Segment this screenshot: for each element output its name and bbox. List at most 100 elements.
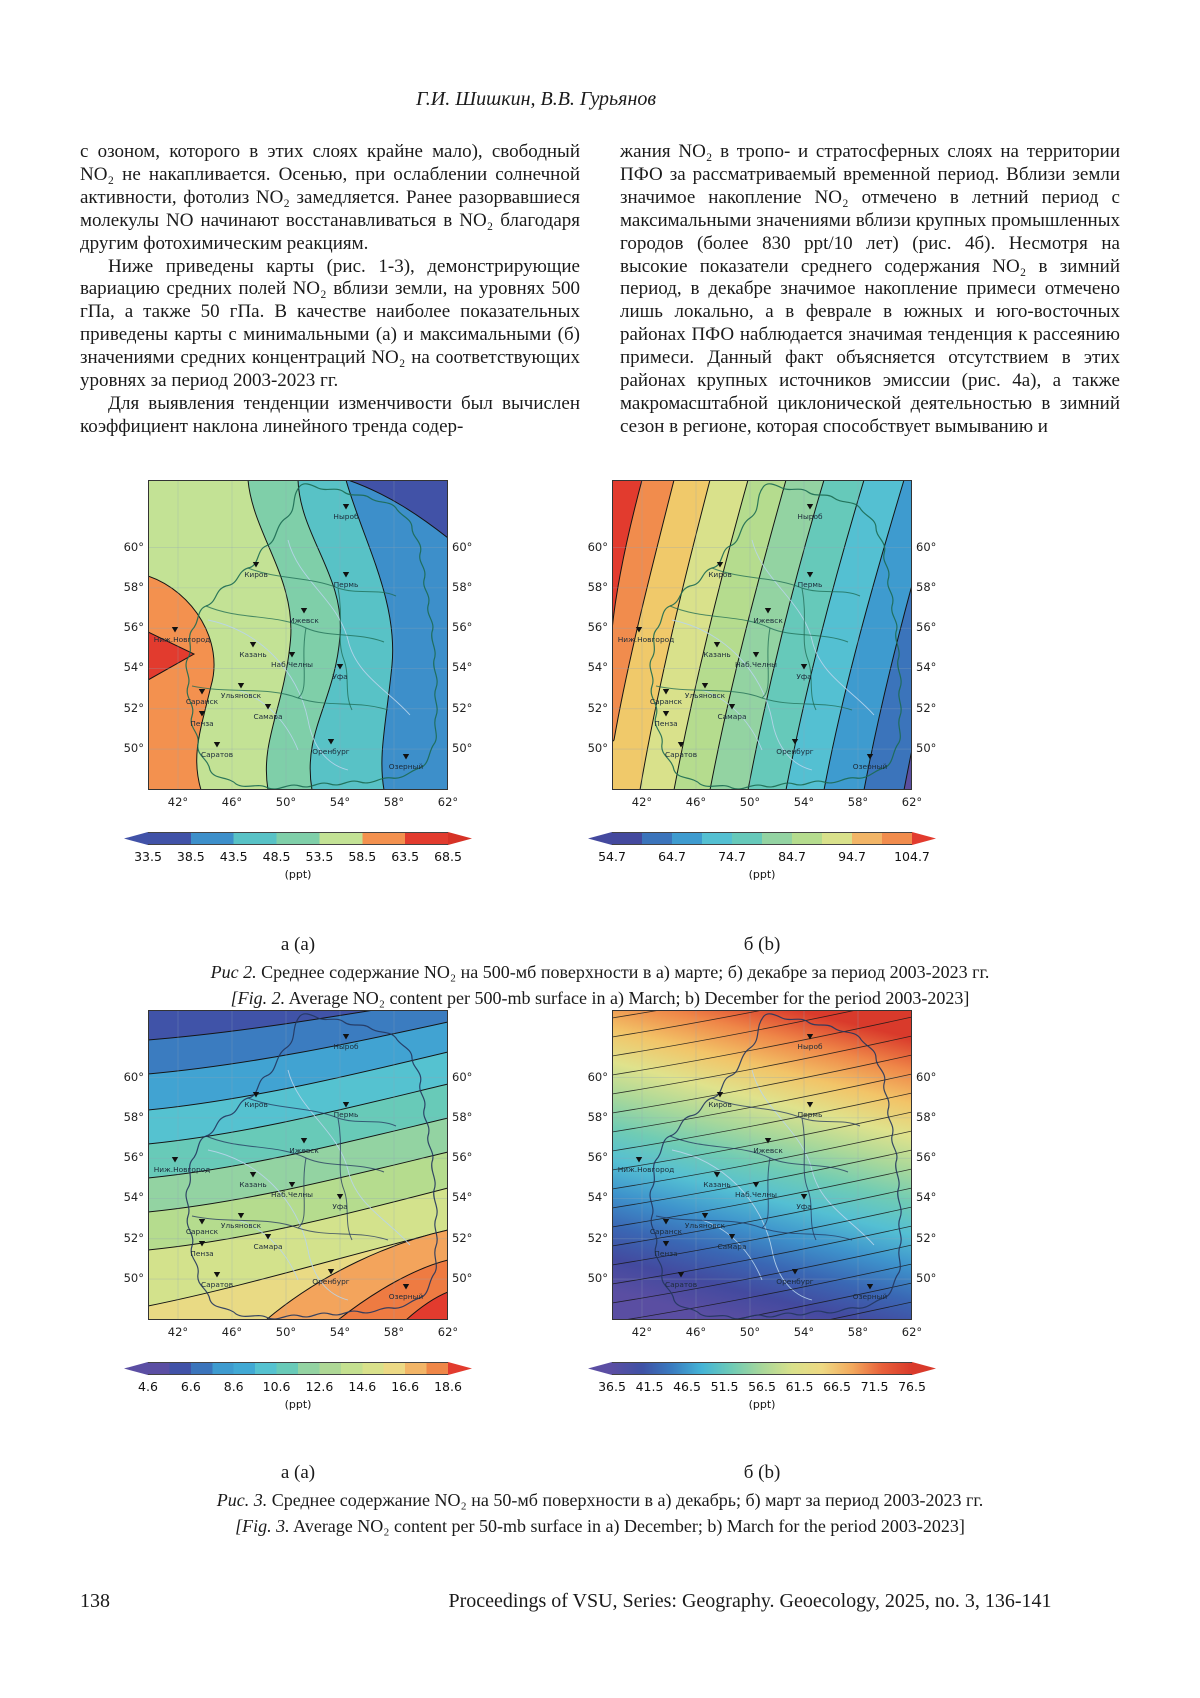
city-label: Казань	[703, 650, 730, 659]
lon-tick: 54°	[329, 795, 351, 809]
colorbar-tick: 43.5	[219, 849, 248, 864]
city-marker-icon	[198, 689, 206, 695]
city-marker-icon	[800, 1194, 808, 1200]
colorbar-right-arrow-icon	[912, 832, 936, 845]
colorbar-tick: 41.5	[635, 1379, 664, 1394]
fig3-caption-en-label: [Fig. 3.	[235, 1516, 290, 1536]
city-marker-icon	[252, 562, 260, 568]
city-marker-icon	[171, 1157, 179, 1163]
city-marker-icon	[198, 1241, 206, 1247]
lon-tick: 42°	[167, 1325, 189, 1339]
city-marker-icon	[728, 1234, 736, 1240]
city-marker-icon	[402, 1284, 410, 1290]
colorbar-bar	[612, 1362, 912, 1375]
city-marker-icon	[791, 1269, 799, 1275]
colorbar-tick: 58.5	[348, 849, 377, 864]
lon-tick: 54°	[793, 1325, 815, 1339]
colorbar-tick: 63.5	[391, 849, 420, 864]
city-marker-icon	[635, 627, 643, 633]
lat-tick-left: 52°	[123, 1230, 144, 1245]
lon-tick: 50°	[739, 795, 761, 809]
colorbar-bar	[148, 1362, 448, 1375]
city-label: Казань	[239, 650, 266, 659]
colorbar-tick: 66.5	[823, 1379, 851, 1394]
lon-tick: 62°	[901, 1325, 923, 1339]
city-label: Саранск	[186, 1227, 219, 1236]
lat-tick-left: 58°	[123, 579, 144, 594]
colorbar-unit: (ppt)	[748, 1398, 776, 1411]
city-label: Уфа	[796, 1202, 811, 1211]
lat-tick-left: 52°	[587, 1230, 608, 1245]
colorbar-tick: 76.5	[898, 1379, 926, 1394]
city-label: Ульяновск	[685, 1221, 726, 1230]
lat-tick-left: 56°	[123, 1150, 144, 1165]
city-label: Саранск	[186, 697, 219, 706]
city-label: Ныроб	[797, 1042, 823, 1051]
colorbar-tick: 84.7	[778, 849, 806, 864]
city-label: Ижевск	[753, 616, 783, 625]
lat-tick-right: 56°	[452, 1150, 473, 1165]
lat-tick-right: 60°	[452, 539, 473, 554]
lat-tick-right: 54°	[916, 1190, 937, 1205]
city-marker-icon	[806, 572, 814, 578]
lat-tick-left: 50°	[587, 1271, 608, 1286]
city-label: Самара	[253, 712, 282, 721]
colorbar-tick: 68.5	[434, 849, 462, 864]
colorbar-tick: 64.7	[658, 849, 686, 864]
colorbar-left-arrow-icon	[124, 1362, 148, 1375]
colorbar-tick: 53.5	[305, 849, 334, 864]
city-marker-icon	[662, 711, 670, 717]
lat-tick-left: 52°	[123, 700, 144, 715]
colorbar-tick: 61.5	[785, 1379, 814, 1394]
city-label: Саратов	[201, 750, 233, 759]
lat-tick-right: 54°	[452, 1190, 473, 1205]
lat-tick-right: 52°	[452, 700, 473, 715]
city-marker-icon	[716, 1092, 724, 1098]
lat-tick-right: 52°	[916, 700, 937, 715]
lon-tick: 42°	[631, 1325, 653, 1339]
city-label: Ниж.Новгород	[154, 635, 211, 644]
city-marker-icon	[677, 1272, 685, 1278]
city-marker-icon	[764, 608, 772, 614]
map-fig2b: 60° 60° 58° 58° 56° 56° 54° 54° 52° 52° 50° 50° 42° 4…	[572, 480, 952, 910]
lon-tick: 58°	[847, 1325, 869, 1339]
city-marker-icon	[342, 572, 350, 578]
fig2-caption-ru: Рис 2. Среднее содержание NO₂ на 500-мб …	[80, 962, 1120, 983]
lon-tick: 46°	[685, 1325, 707, 1339]
contour-map-svg-m2a: Ныроб Киров Пермь Ижевск Ниж.Новгород Казань Н…	[148, 480, 448, 790]
city-label: Ижевск	[753, 1146, 783, 1155]
lat-tick-left: 54°	[123, 1190, 144, 1205]
fig3-caption-en: [Fig. 3. Average NO₂ content per 50-mb s…	[80, 1516, 1120, 1537]
contour-map-plot: Ныроб Киров Пермь Ижевск Ниж.Новгород Казань Н…	[612, 1010, 912, 1320]
city-marker-icon	[336, 664, 344, 670]
lat-tick-right: 50°	[452, 741, 473, 756]
city-marker-icon	[288, 1182, 296, 1188]
city-marker-icon	[252, 1092, 260, 1098]
city-marker-icon	[249, 642, 257, 648]
colorbar-tick: 10.6	[262, 1379, 291, 1394]
city-marker-icon	[327, 739, 335, 745]
city-marker-icon	[213, 1272, 221, 1278]
city-marker-icon	[171, 627, 179, 633]
contour-map-svg-m2b: Ныроб Киров Пермь Ижевск Ниж.Новгород Казань Н…	[612, 480, 912, 790]
lat-tick-left: 60°	[587, 539, 608, 554]
city-label: Ижевск	[289, 1146, 319, 1155]
body-text: с озоном, которого в этих слоях крайне м…	[80, 141, 1120, 439]
city-label: Наб.Челны	[271, 1190, 313, 1199]
city-marker-icon	[264, 1234, 272, 1240]
lat-tick-right: 50°	[916, 1271, 937, 1286]
city-label: Пермь	[334, 1110, 359, 1119]
colorbar	[588, 1362, 936, 1375]
city-label: Пенза	[190, 1249, 213, 1258]
lon-tick: 62°	[901, 795, 923, 809]
colorbar-tick: 71.5	[860, 1379, 889, 1394]
authors-line: Г.И. Шишкин, В.В. Гурьянов	[415, 88, 657, 110]
colorbar-tick: 4.6	[138, 1379, 158, 1394]
colorbar-right-arrow-icon	[912, 1362, 936, 1375]
city-label: Киров	[244, 1100, 268, 1109]
fig2-caption-en-label: [Fig. 2.	[230, 988, 286, 1008]
lat-tick-right: 58°	[452, 1109, 473, 1124]
city-label: Наб.Челны	[735, 1190, 777, 1199]
lat-tick-left: 50°	[587, 741, 608, 756]
